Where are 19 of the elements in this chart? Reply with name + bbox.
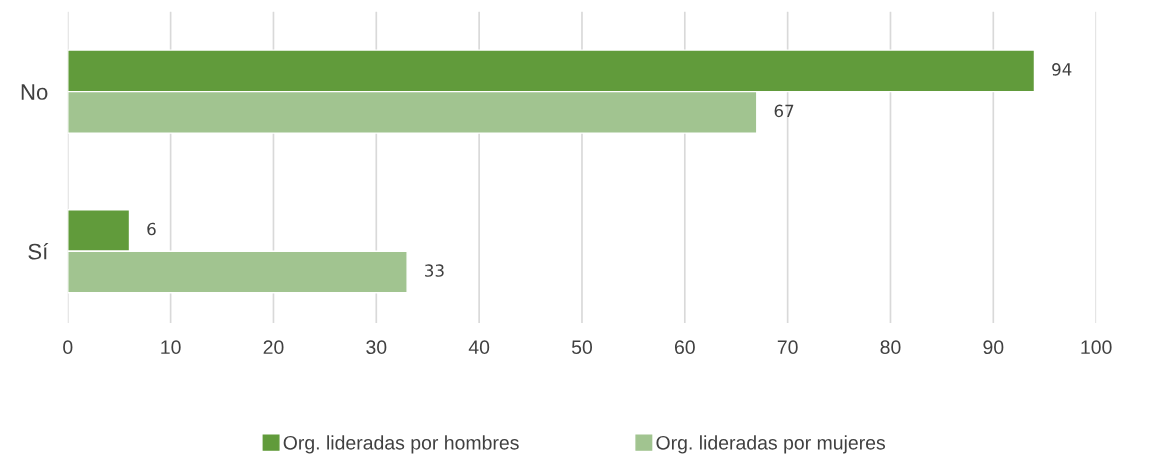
- legend-label: Org. lideradas por mujeres: [656, 435, 886, 454]
- y-tick-label: Sí: [28, 242, 49, 260]
- y-tick-label: No: [21, 84, 48, 100]
- x-tick-label: 30: [366, 340, 387, 355]
- data-label: 6: [147, 222, 156, 236]
- x-tick-label: 80: [880, 340, 901, 355]
- x-tick-label: 10: [161, 340, 181, 355]
- data-label: 94: [1052, 63, 1072, 76]
- x-tick-label: 100: [1081, 340, 1112, 355]
- x-tick-label: 40: [468, 340, 490, 355]
- x-tick-label: 20: [263, 340, 284, 355]
- data-label: 33: [425, 264, 444, 277]
- x-tick-label: 70: [777, 340, 798, 355]
- x-tick-label: 50: [571, 340, 593, 355]
- x-tick-label: 90: [983, 340, 1004, 355]
- legend-label: Org. lideradas por hombres: [283, 435, 519, 454]
- x-tick-label: 60: [674, 340, 695, 355]
- x-tick-label: 0: [63, 340, 73, 355]
- data-label: 67: [774, 104, 794, 118]
